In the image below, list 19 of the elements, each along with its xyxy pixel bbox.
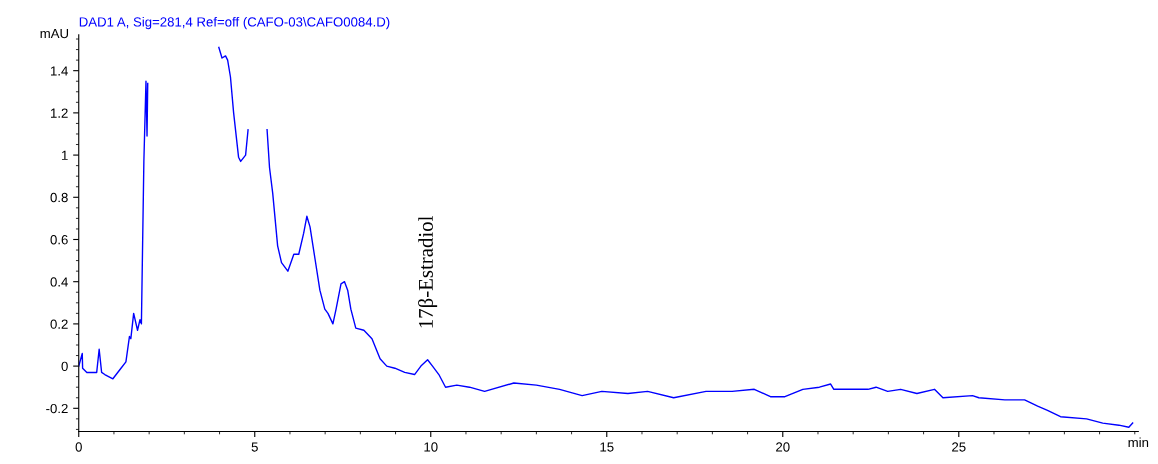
annotation: 17β-Estradiol [418,216,438,328]
chart-title: DAD1 A, Sig=281,4 Ref=off (CAFO-03\CAFO0084.D) [79,16,390,30]
y-axis-title: mAU [40,28,69,39]
y-tick-label: 0.8 [50,192,68,203]
x-tick-label: 5 [251,442,258,452]
x-tick-label: 0 [75,442,82,452]
y-tick-label: 1.4 [50,66,68,76]
x-tick-label: 20 [776,442,790,452]
y-tick-label: 0.6 [50,235,68,245]
x-tick-label: 15 [600,442,614,452]
x-tick-label: 25 [952,442,966,452]
x-axis-title: min [1128,437,1149,448]
x-tick-label: 10 [424,442,438,452]
y-tick-label: 1.2 [50,108,68,118]
y-tick-label: 0 [61,361,68,372]
y-tick-label: -0.2 [46,403,68,414]
y-tick-label: 0.2 [50,319,68,329]
y-tick-label: 0.4 [50,277,68,287]
y-tick-label: 1 [62,150,68,160]
